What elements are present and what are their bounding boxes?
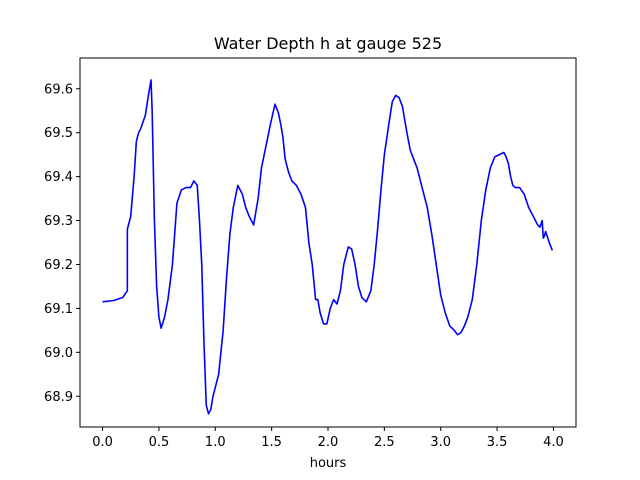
y-tick-label: 69.2 [44, 258, 73, 273]
x-tick-label: 0.5 [149, 435, 170, 450]
x-tick-label: 1.5 [261, 435, 282, 450]
y-tick-label: 69.4 [44, 170, 73, 185]
chart-title: Water Depth h at gauge 525 [214, 34, 442, 53]
y-tick-label: 69.0 [44, 346, 73, 361]
y-tick-label: 69.1 [44, 302, 73, 317]
plot-area: 0.0 0.5 1.0 1.5 2.0 2.5 3.0 3.5 4.0 68.9 69.0 69.1… [44, 57, 577, 450]
y-axis-ticks: 68.9 69.0 69.1 69.2 69.3 69.4 69.5 69.6 [44, 82, 80, 405]
x-tick-label: 4.0 [543, 435, 564, 450]
y-tick-label: 69.3 [44, 214, 73, 229]
x-tick-label: 0.0 [92, 435, 113, 450]
x-tick-label: 3.0 [430, 435, 451, 450]
y-tick-label: 69.5 [44, 126, 73, 141]
y-tick-label: 69.6 [44, 82, 73, 97]
x-axis-label: hours [310, 456, 347, 471]
x-tick-label: 3.5 [487, 435, 508, 450]
series-line-0 [102, 79, 554, 415]
data-layer [102, 79, 554, 415]
x-tick-label: 2.0 [318, 435, 339, 450]
x-tick-label: 2.5 [374, 435, 395, 450]
y-tick-label: 68.9 [44, 390, 73, 405]
x-tick-label: 1.0 [205, 435, 226, 450]
x-axis-ticks: 0.0 0.5 1.0 1.5 2.0 2.5 3.0 3.5 4.0 [92, 427, 564, 450]
